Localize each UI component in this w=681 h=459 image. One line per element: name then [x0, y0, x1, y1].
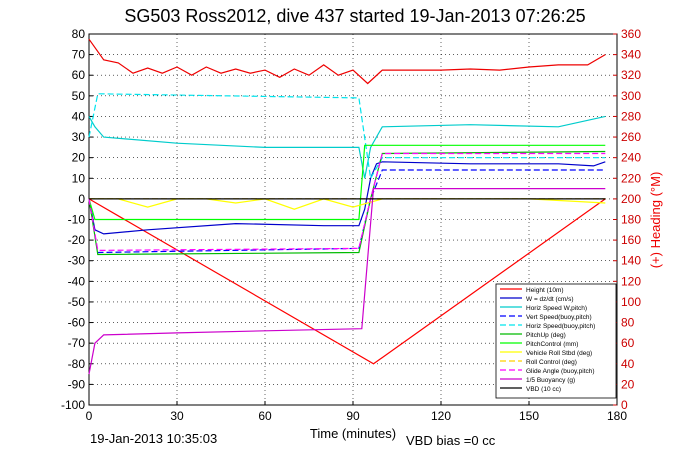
- x-tick-label: 30: [170, 409, 184, 423]
- left-tick-label: 50: [72, 89, 86, 103]
- series-line-horz_w: [88, 115, 606, 179]
- series-line-glide_angle: [88, 152, 606, 252]
- left-tick-label: 20: [72, 151, 86, 165]
- left-tick-label: -40: [68, 274, 86, 288]
- right-tick-label: 320: [621, 68, 641, 82]
- series-line-pitch_control: [88, 144, 606, 221]
- legend-label-pitch_up: PitchUp (deg): [526, 332, 566, 339]
- left-tick-label: 30: [72, 130, 86, 144]
- right-tick-label: 40: [621, 357, 635, 371]
- x-tick-label: 120: [431, 409, 451, 423]
- heading-line: [88, 38, 606, 85]
- right-tick-label: 260: [621, 130, 641, 144]
- left-tick-label: -70: [68, 336, 86, 350]
- left-tick-label: -100: [61, 398, 85, 412]
- legend-label-horz_buoy: Horiz Speed(buoy,pitch): [526, 323, 595, 330]
- right-tick-label: 120: [621, 274, 641, 288]
- right-tick-label: 0: [621, 398, 628, 412]
- left-tick-label: 0: [78, 192, 85, 206]
- left-tick-label: -20: [68, 233, 86, 247]
- right-tick-label: 180: [621, 213, 641, 227]
- legend-label-height: Height (10m): [526, 287, 564, 294]
- legend-label-buoyancy: 1/5 Buoyancy (g): [526, 377, 575, 384]
- timestamp-footer: 19-Jan-2013 10:35:03: [90, 431, 218, 446]
- x-tick-label: 150: [519, 409, 539, 423]
- right-tick-label: 100: [621, 295, 641, 309]
- left-tick-label: 70: [72, 48, 86, 62]
- right-tick-label: 300: [621, 89, 641, 103]
- right-axis-ticks: 3603403203002802602402202001801601401201…: [613, 27, 641, 412]
- left-tick-label: 10: [72, 171, 86, 185]
- right-tick-label: 80: [621, 316, 635, 330]
- left-axis-ticks: 80 70 60 50 40 30 20 10 0 -10 -20 -30 -40 -50 -60 -70 -8…: [61, 27, 93, 412]
- left-tick-label: 80: [72, 27, 86, 41]
- right-tick-label: 140: [621, 254, 641, 268]
- left-tick-label: -50: [68, 295, 86, 309]
- series-layer: [88, 38, 606, 375]
- right-tick-label: 200: [621, 192, 641, 206]
- right-tick-label: 20: [621, 377, 635, 391]
- right-tick-label: 220: [621, 171, 641, 185]
- chart-title: SG503 Ross2012, dive 437 started 19-Jan-…: [124, 6, 585, 26]
- x-tick-label: 60: [258, 409, 272, 423]
- right-tick-label: 60: [621, 336, 635, 350]
- right-tick-label: 160: [621, 233, 641, 247]
- legend-label-pitch_control: PitchControl (mm): [526, 341, 578, 348]
- right-tick-label: 240: [621, 151, 641, 165]
- left-tick-label: -80: [68, 357, 86, 371]
- legend-label-w: W = dz/dt (cm/s): [526, 296, 574, 303]
- vbd-bias-footer: VBD bias =0 cc: [406, 433, 496, 448]
- legend: Height (10m) W = dz/dt (cm/s) Horiz Speed …: [495, 283, 617, 399]
- legend-label-roll_control: Roll Control (deg): [526, 359, 577, 366]
- legend-label-vert_buoy: Vert Speed(buoy,pitch): [526, 314, 592, 321]
- right-tick-label: 280: [621, 109, 641, 123]
- x-tick-label: 0: [86, 409, 93, 423]
- series-line-horz_buoy: [88, 93, 606, 181]
- right-tick-label: 360: [621, 27, 641, 41]
- left-tick-label: 60: [72, 68, 86, 82]
- left-tick-label: -10: [68, 213, 86, 227]
- x-tick-label: 90: [346, 409, 360, 423]
- left-tick-label: -60: [68, 316, 86, 330]
- x-axis-label: Time (minutes): [310, 426, 396, 441]
- left-tick-label: -90: [68, 377, 86, 391]
- right-tick-label: 340: [621, 48, 641, 62]
- left-tick-label: -30: [68, 254, 86, 268]
- legend-label-glide_angle: Glide Angle (buoy,pitch): [526, 368, 595, 375]
- series-line-w: [88, 161, 606, 235]
- series-line-buoyancy: [88, 188, 606, 375]
- right-axis-label: (+) Heading (°M): [648, 172, 663, 269]
- x-tick-label: 180: [607, 409, 627, 423]
- legend-label-vbd: VBD (10 cc): [526, 386, 561, 393]
- legend-label-horz_w: Horiz Speed W,pitch): [526, 305, 587, 312]
- legend-label-vehicle_roll: Vehicle Roll Stbd (deg): [526, 350, 592, 357]
- left-tick-label: 40: [72, 109, 86, 123]
- x-axis-ticks: 0 30 60 90 120 150 180: [86, 401, 627, 423]
